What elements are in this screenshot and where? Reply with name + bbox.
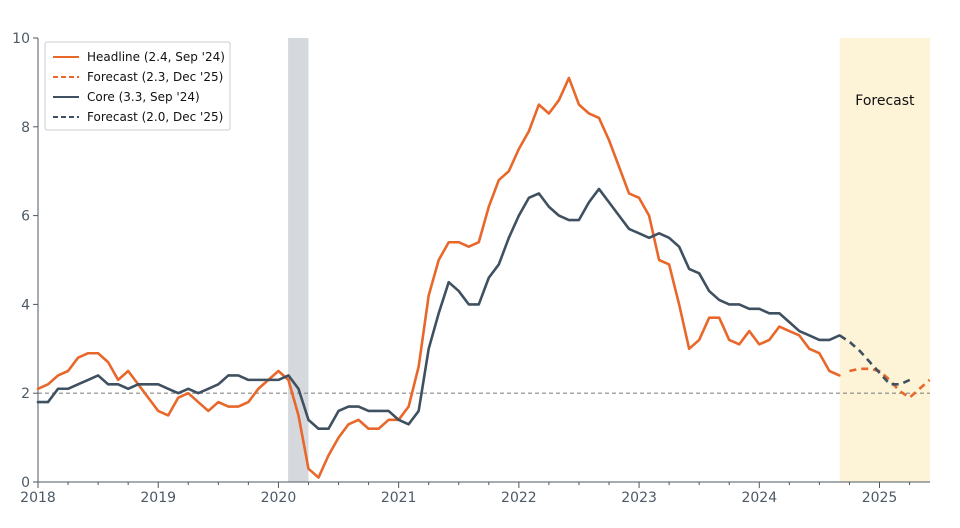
x-tick-label: 2025 xyxy=(862,490,898,506)
series-layer xyxy=(36,76,931,479)
series-line-0 xyxy=(36,76,841,479)
y-tick-label: 8 xyxy=(21,120,30,136)
y-tick-label: 2 xyxy=(21,386,30,402)
axes: 0 2 4 6 8 10 2018 2019 2020 2021 2022 2023 2024 2025 xyxy=(12,31,930,506)
y-tick-label: 10 xyxy=(12,31,30,47)
series-line-2 xyxy=(36,187,841,431)
legend: Headline (2.4, Sep '24) Forecast (2.3, De… xyxy=(44,41,231,131)
x-tick-label: 2020 xyxy=(261,490,297,506)
background-layer: Forecast xyxy=(288,38,930,482)
x-tick-label: 2023 xyxy=(621,490,657,506)
legend-entry-label: Core (3.3, Sep '24) xyxy=(87,90,200,104)
recession-shading xyxy=(288,38,309,482)
legend-box xyxy=(44,41,231,131)
forecast-region-label: Forecast xyxy=(855,93,915,109)
forecast-region xyxy=(839,38,930,482)
x-tick-label: 2022 xyxy=(501,490,537,506)
x-tick-label: 2021 xyxy=(381,490,417,506)
legend-entry-label: Headline (2.4, Sep '24) xyxy=(87,50,225,64)
y-tick-label: 0 xyxy=(21,475,30,491)
series-line-1 xyxy=(849,367,931,399)
series-line-3 xyxy=(839,334,911,386)
x-tick-label: 2018 xyxy=(20,490,56,506)
x-tick-label: 2019 xyxy=(140,490,176,506)
y-tick-label: 6 xyxy=(21,209,30,225)
legend-entry-label: Forecast (2.3, Dec '25) xyxy=(87,70,223,84)
legend-entry-label: Forecast (2.0, Dec '25) xyxy=(87,110,223,124)
y-tick-label: 4 xyxy=(21,297,30,313)
x-tick-label: 2024 xyxy=(741,490,777,506)
